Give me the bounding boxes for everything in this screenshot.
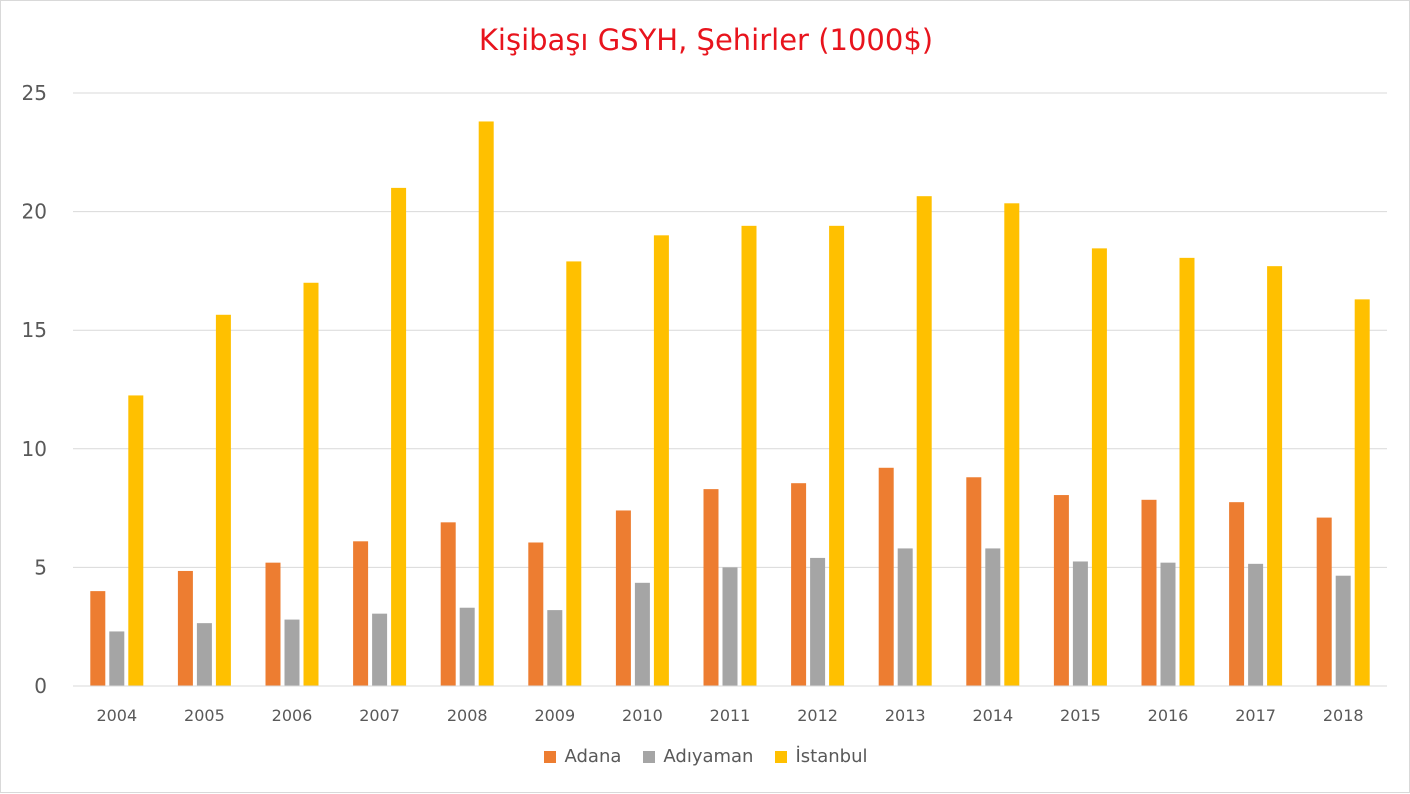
x-tick-label: 2006 [272, 706, 313, 725]
legend-label: İstanbul [795, 746, 868, 767]
bar-i̇stanbul-2005 [215, 314, 231, 686]
bar-i̇stanbul-2014 [1004, 203, 1020, 686]
bar-i̇stanbul-2011 [741, 225, 757, 686]
y-tick-label: 20 [22, 200, 47, 224]
bar-adana-2015 [1053, 495, 1069, 686]
x-tick-label: 2011 [710, 706, 751, 725]
legend-label: Adıyaman [663, 746, 754, 767]
bar-adıyaman-2018 [1335, 575, 1351, 686]
legend-item-adıyaman: Adıyaman [643, 746, 753, 767]
bar-adıyaman-2015 [1072, 561, 1088, 686]
bar-i̇stanbul-2006 [303, 282, 319, 686]
x-tick-label: 2014 [972, 706, 1013, 725]
bar-adıyaman-2012 [810, 557, 826, 686]
x-tick-label: 2016 [1148, 706, 1189, 725]
bar-i̇stanbul-2008 [478, 121, 494, 687]
bar-adıyaman-2009 [547, 610, 563, 686]
x-tick-label: 2018 [1323, 706, 1364, 725]
bar-i̇stanbul-2007 [391, 187, 407, 686]
y-tick-label: 15 [22, 318, 47, 342]
bar-adana-2011 [703, 489, 719, 686]
bar-i̇stanbul-2009 [566, 261, 582, 686]
x-tick-label: 2009 [534, 706, 575, 725]
bar-i̇stanbul-2012 [829, 225, 845, 686]
bar-i̇stanbul-2017 [1267, 266, 1283, 686]
bar-adana-2008 [440, 522, 456, 686]
bar-adıyaman-2004 [109, 631, 125, 686]
x-tick-label: 2005 [184, 706, 225, 725]
legend: Adana Adıyaman İstanbul [1, 746, 1410, 767]
legend-item-i̇stanbul: İstanbul [775, 746, 868, 767]
bar-adana-2016 [1141, 499, 1157, 686]
bar-adana-2010 [615, 510, 631, 686]
bar-adıyaman-2016 [1160, 562, 1176, 686]
bar-adıyaman-2011 [722, 567, 738, 686]
bar-adana-2013 [878, 467, 894, 686]
x-tick-label: 2004 [96, 706, 137, 725]
bar-adana-2017 [1229, 502, 1245, 686]
bar-adıyaman-2007 [372, 613, 388, 686]
bar-i̇stanbul-2015 [1091, 248, 1107, 686]
bar-adana-2007 [353, 541, 369, 686]
bar-adana-2004 [90, 591, 106, 686]
bar-i̇stanbul-2010 [653, 235, 669, 686]
x-tick-label: 2010 [622, 706, 663, 725]
y-tick-label: 10 [22, 437, 47, 461]
bar-adana-2009 [528, 542, 544, 686]
bar-i̇stanbul-2018 [1354, 299, 1370, 686]
bar-adıyaman-2013 [897, 548, 913, 686]
bar-adıyaman-2008 [459, 607, 475, 686]
x-tick-label: 2015 [1060, 706, 1101, 725]
y-tick-label: 25 [22, 81, 47, 105]
bar-adıyaman-2014 [985, 548, 1001, 686]
legend-label: Adana [564, 746, 622, 767]
bar-adana-2005 [177, 570, 193, 686]
legend-item-adana: Adana [544, 746, 621, 767]
legend-swatch [544, 750, 557, 763]
chart-title: Kişibaşı GSYH, Şehirler (1000$) [478, 23, 934, 57]
bar-adana-2006 [265, 562, 281, 686]
legend-swatch [775, 750, 788, 763]
bar-adıyaman-2006 [284, 619, 300, 686]
legend-swatch [643, 750, 656, 763]
bar-adıyaman-2010 [634, 582, 650, 686]
bar-i̇stanbul-2016 [1179, 257, 1195, 686]
bar-adana-2018 [1316, 517, 1332, 686]
bar-adana-2014 [966, 477, 982, 686]
bar-adıyaman-2017 [1248, 563, 1264, 686]
x-tick-label: 2013 [885, 706, 926, 725]
bar-i̇stanbul-2004 [128, 395, 144, 686]
x-tick-label: 2007 [359, 706, 400, 725]
bar-adıyaman-2005 [196, 623, 212, 686]
bar-i̇stanbul-2013 [916, 196, 932, 686]
x-tick-label: 2008 [447, 706, 488, 725]
y-tick-label: 5 [34, 555, 47, 579]
bar-adana-2012 [791, 483, 807, 686]
x-tick-label: 2017 [1235, 706, 1276, 725]
y-tick-label: 0 [34, 674, 47, 698]
x-tick-label: 2012 [797, 706, 838, 725]
